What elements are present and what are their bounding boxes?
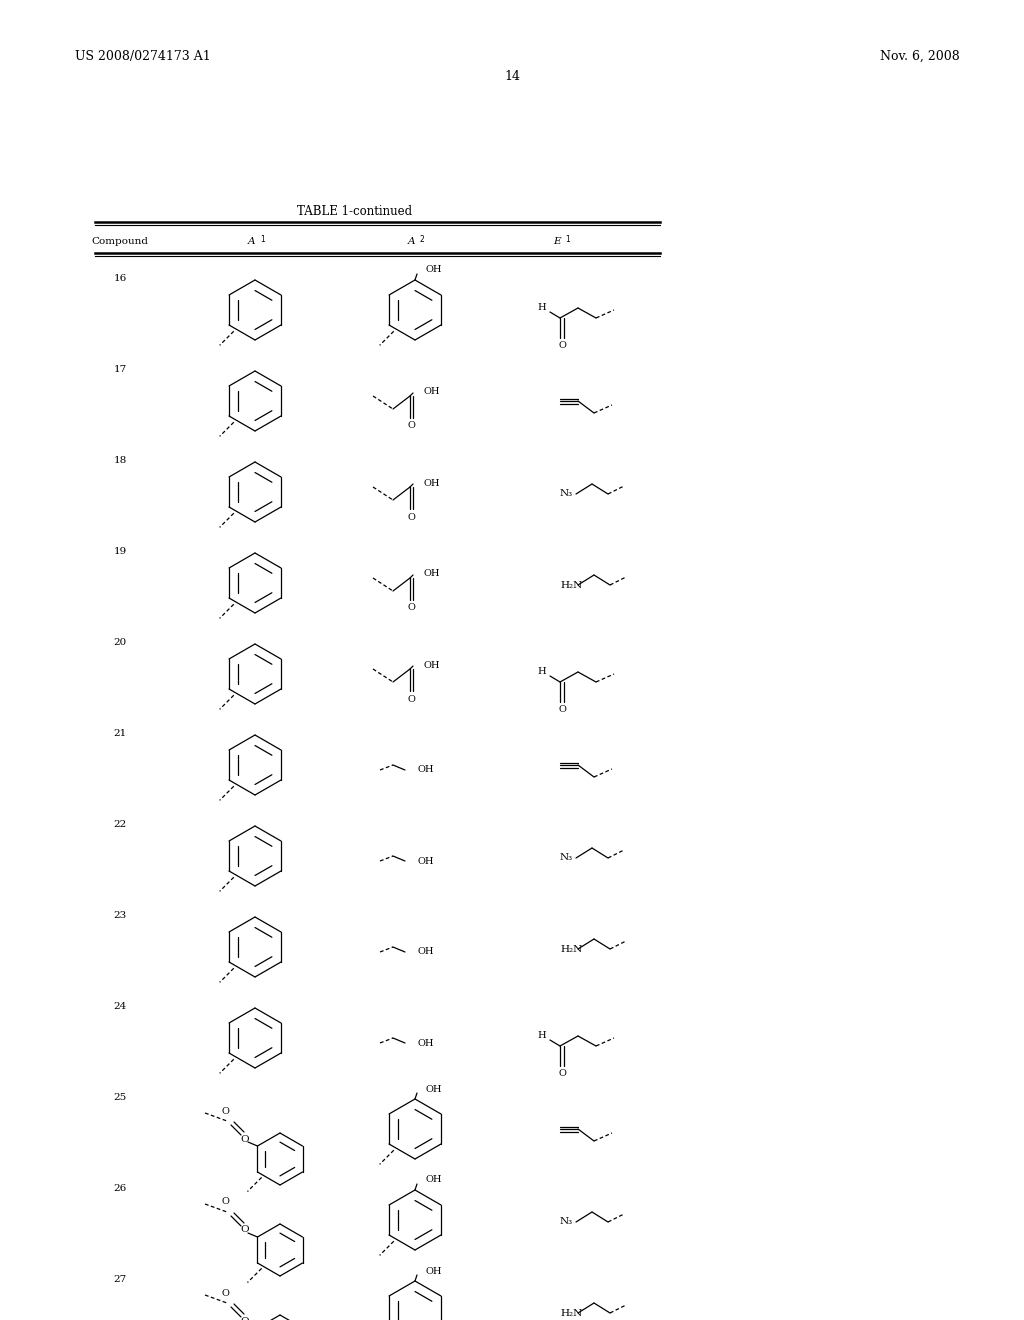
Text: 27: 27 xyxy=(114,1275,127,1283)
Text: H₂N: H₂N xyxy=(560,1308,583,1317)
Text: OH: OH xyxy=(425,1085,441,1093)
Text: OH: OH xyxy=(418,948,434,957)
Text: 18: 18 xyxy=(114,455,127,465)
Text: OH: OH xyxy=(425,1266,441,1275)
Text: O: O xyxy=(241,1225,249,1234)
Text: OH: OH xyxy=(424,388,440,396)
Text: 24: 24 xyxy=(114,1002,127,1011)
Text: OH: OH xyxy=(425,1176,441,1184)
Text: OH: OH xyxy=(424,660,440,669)
Text: 23: 23 xyxy=(114,911,127,920)
Text: TABLE 1-continued: TABLE 1-continued xyxy=(297,205,413,218)
Text: H₂N: H₂N xyxy=(560,581,583,590)
Text: 1: 1 xyxy=(565,235,569,244)
Text: O: O xyxy=(408,512,415,521)
Text: 1: 1 xyxy=(260,235,265,244)
Text: 2: 2 xyxy=(420,235,425,244)
Text: OH: OH xyxy=(418,766,434,775)
Text: A: A xyxy=(248,238,256,246)
Text: OH: OH xyxy=(418,1039,434,1048)
Text: H: H xyxy=(538,304,546,313)
Text: 19: 19 xyxy=(114,546,127,556)
Text: H₂N: H₂N xyxy=(560,945,583,953)
Text: O: O xyxy=(558,705,566,714)
Text: O: O xyxy=(241,1316,249,1320)
Text: O: O xyxy=(241,1134,249,1143)
Text: OH: OH xyxy=(418,857,434,866)
Text: 20: 20 xyxy=(114,638,127,647)
Text: N₃: N₃ xyxy=(560,1217,573,1226)
Text: O: O xyxy=(221,1106,229,1115)
Text: E: E xyxy=(553,238,561,246)
Text: N₃: N₃ xyxy=(560,854,573,862)
Text: A: A xyxy=(409,238,416,246)
Text: OH: OH xyxy=(425,265,441,275)
Text: 26: 26 xyxy=(114,1184,127,1193)
Text: 16: 16 xyxy=(114,273,127,282)
Text: 22: 22 xyxy=(114,820,127,829)
Text: US 2008/0274173 A1: US 2008/0274173 A1 xyxy=(75,50,211,63)
Text: O: O xyxy=(408,603,415,612)
Text: O: O xyxy=(558,341,566,350)
Text: 14: 14 xyxy=(504,70,520,83)
Text: Nov. 6, 2008: Nov. 6, 2008 xyxy=(881,50,961,63)
Text: N₃: N₃ xyxy=(560,490,573,499)
Text: H: H xyxy=(538,668,546,676)
Text: O: O xyxy=(558,1068,566,1077)
Text: O: O xyxy=(408,694,415,704)
Text: O: O xyxy=(221,1197,229,1206)
Text: Compound: Compound xyxy=(91,238,148,246)
Text: OH: OH xyxy=(424,479,440,487)
Text: OH: OH xyxy=(424,569,440,578)
Text: H: H xyxy=(538,1031,546,1040)
Text: 21: 21 xyxy=(114,729,127,738)
Text: 17: 17 xyxy=(114,364,127,374)
Text: 25: 25 xyxy=(114,1093,127,1102)
Text: O: O xyxy=(408,421,415,430)
Text: O: O xyxy=(221,1288,229,1298)
